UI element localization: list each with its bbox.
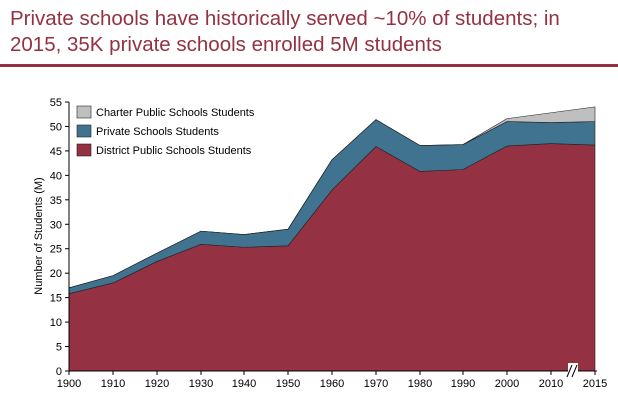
x-tick-label: 2000 (495, 378, 519, 390)
x-tick-label: 2010 (539, 378, 563, 390)
y-tick-label: 40 (50, 170, 62, 182)
x-tick-label: 2015 (583, 378, 607, 390)
legend-swatch-district-public-schools-students (76, 143, 92, 157)
y-tick-label: 50 (50, 121, 62, 133)
legend-label-charter-public-schools-students: Charter Public Schools Students (96, 107, 255, 119)
y-tick-label: 45 (50, 146, 62, 158)
x-tick-label: 1990 (451, 378, 475, 390)
y-tick-label: 35 (50, 195, 62, 207)
legend-swatch-private-schools-students (76, 124, 92, 138)
y-tick-label: 20 (50, 268, 62, 280)
x-tick-label: 1970 (364, 378, 388, 390)
y-tick-label: 25 (50, 244, 62, 256)
axis-break-mark (566, 364, 573, 378)
axes-layer: 0 5 10 15 20 25 30 35 40 45 50 55 1900 1910 1920 1930 19… (50, 97, 607, 390)
title-divider (0, 64, 618, 67)
y-tick-label: 0 (56, 366, 62, 378)
axis-break-mark (571, 364, 578, 378)
x-tick-label: 1920 (145, 378, 169, 390)
y-tick-label: 10 (50, 317, 62, 329)
y-tick-label: 5 (56, 342, 62, 354)
y-tick-label: 55 (50, 97, 62, 109)
page-title: Private schools have historically served… (10, 7, 560, 56)
x-tick-label: 1930 (189, 378, 213, 390)
x-tick-label: 1980 (408, 378, 432, 390)
area-charter-public-schools-students (68, 106, 596, 289)
x-tick-label: 1940 (232, 378, 256, 390)
axis-break-gap (568, 363, 578, 379)
y-tick-label: 15 (50, 293, 62, 305)
x-tick-label: 1900 (57, 378, 81, 390)
legend-label-private-schools-students: Private Schools Students (96, 126, 219, 138)
legend-label-district-public-schools-students: District Public Schools Students (96, 145, 252, 157)
x-tick-label: 1910 (101, 378, 125, 390)
y-axis-label: Number of Students (M) (33, 177, 45, 294)
y-tick-label: 30 (50, 219, 62, 231)
legend: Charter Public Schools Students Private S… (76, 105, 255, 157)
x-tick-label: 1950 (276, 378, 300, 390)
x-tick-label: 1960 (320, 378, 344, 390)
legend-swatch-charter-public-schools-students (76, 105, 92, 119)
